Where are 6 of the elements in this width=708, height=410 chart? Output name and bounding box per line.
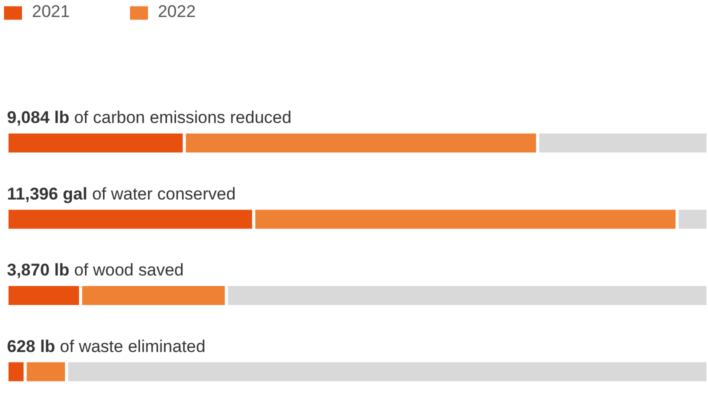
legend-label: 2022 [158, 2, 196, 21]
y-tick-label: 3,870 lb of wood saved [7, 260, 184, 280]
legend-label: 2021 [32, 2, 70, 21]
y-tick-label: 11,396 gal of water conserved [7, 184, 236, 204]
y-tick-label: 9,084 lb of carbon emissions reduced [7, 108, 292, 128]
y-tick-label: 628 lb of waste eliminated [7, 336, 206, 356]
